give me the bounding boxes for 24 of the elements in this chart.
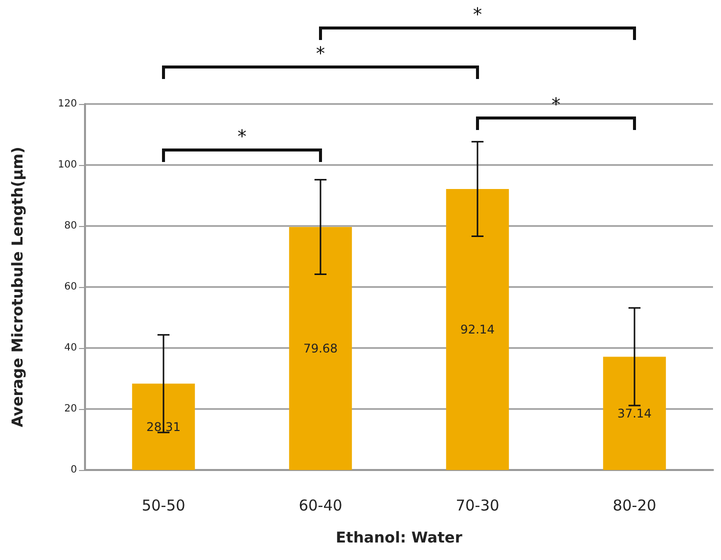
y-tick-label: 40 (64, 342, 77, 354)
x-axis-title: Ethanol: Water (336, 528, 463, 546)
text: * (316, 44, 325, 64)
data-label: 37.14 (617, 406, 652, 420)
y-axis-title: Average Microtubule Length(µm) (8, 146, 26, 428)
y-tick-label: 20 (64, 404, 77, 414)
bar (289, 226, 352, 470)
data-label: 79.68 (303, 341, 338, 356)
y-tick-label: 120 (58, 98, 77, 110)
x-tick-label: 60-40 (298, 496, 342, 514)
y-tick-label: 0 (70, 464, 77, 476)
bar (603, 356, 666, 470)
x-tick-label: 80-20 (612, 496, 656, 514)
annotation: * (238, 126, 246, 148)
bar (132, 384, 195, 470)
bar (446, 188, 509, 470)
x-tick-label: 70-30 (456, 496, 500, 514)
data-label: 92.14 (460, 322, 495, 336)
y-tick-label: 100 (58, 160, 77, 170)
x-tick-label: 50-50 (142, 496, 186, 514)
annotation: * (552, 94, 560, 116)
y-tick-label: 60 (64, 282, 77, 292)
y-tick-label: 80 (64, 220, 77, 232)
text: * (473, 4, 482, 26)
